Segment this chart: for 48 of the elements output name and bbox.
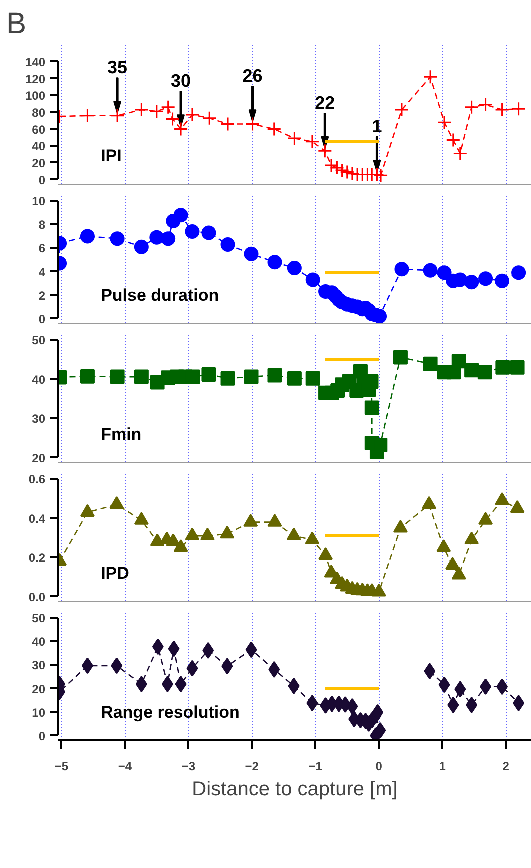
x-tick-label: 1 <box>439 760 446 774</box>
annotation: IPI <box>101 146 122 166</box>
y-tick-label: 10 <box>32 194 46 209</box>
annotation: Pulse duration <box>101 286 220 305</box>
x-tick-label: 2 <box>502 760 510 774</box>
y-tick-label: 0 <box>38 312 46 326</box>
x-tick-label: −5 <box>54 760 69 774</box>
x-tick-label: −4 <box>118 760 132 774</box>
y-tick-label: 20 <box>32 451 46 466</box>
y-tick-label: 50 <box>32 334 46 348</box>
y-tick-label: 0 <box>38 729 46 744</box>
annotation: IPD <box>101 564 130 583</box>
x-tick-label: −1 <box>308 760 323 774</box>
annotation: Range resolution <box>101 702 240 722</box>
annotation: 35 <box>108 57 128 78</box>
y-tick-label: 6 <box>38 242 46 256</box>
y-tick-label: 40 <box>32 372 46 387</box>
x-tick-label: −3 <box>182 760 196 774</box>
x-tick-label: −2 <box>245 760 260 774</box>
y-tick-label: 0.6 <box>28 472 46 487</box>
y-tick-label: 120 <box>25 72 46 86</box>
y-tick-label: 0 <box>38 173 46 188</box>
y-tick-label: 30 <box>32 412 46 426</box>
y-tick-label: 8 <box>38 218 46 232</box>
y-tick-label: 10 <box>32 706 46 720</box>
annotation: 1 <box>372 116 382 136</box>
x-axis-title: Distance to capture [m] <box>192 778 398 800</box>
x-tick-label: 0 <box>376 760 383 774</box>
y-tick-label: 50 <box>32 612 46 626</box>
y-tick-label: 2 <box>38 288 46 303</box>
y-tick-label: 20 <box>32 682 46 696</box>
y-tick-label: 140 <box>25 55 46 70</box>
y-tick-label: 20 <box>32 156 46 170</box>
y-tick-label: 30 <box>32 658 46 673</box>
y-tick-label: 0.4 <box>28 512 46 526</box>
y-tick-label: 100 <box>25 89 46 104</box>
y-tick-label: 0.0 <box>28 590 46 604</box>
y-tick-label: 80 <box>32 106 46 120</box>
annotation: Fmin <box>101 424 142 444</box>
chart-title: B <box>6 8 27 40</box>
y-tick-label: 60 <box>32 122 46 137</box>
annotation: 30 <box>171 70 192 91</box>
annotation: 22 <box>315 92 336 113</box>
y-tick-label: 4 <box>38 265 46 280</box>
y-tick-label: 40 <box>32 635 46 650</box>
y-tick-label: 40 <box>32 140 46 154</box>
y-tick-label: 0.2 <box>28 551 46 566</box>
annotation: 26 <box>242 66 263 86</box>
